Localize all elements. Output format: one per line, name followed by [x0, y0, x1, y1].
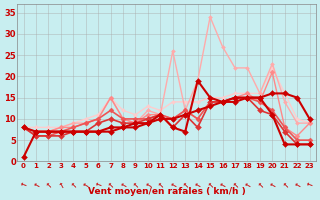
Text: ←: ← [218, 179, 228, 190]
Text: ←: ← [180, 179, 191, 190]
Text: ←: ← [19, 179, 28, 190]
Text: ←: ← [279, 179, 290, 190]
Text: ←: ← [94, 179, 103, 190]
Text: ←: ← [243, 179, 252, 190]
Text: ←: ← [168, 179, 178, 190]
Text: ←: ← [105, 179, 116, 190]
Text: ←: ← [43, 179, 54, 190]
Text: ←: ← [68, 179, 79, 190]
Text: ←: ← [55, 180, 66, 190]
Text: ←: ← [143, 179, 153, 190]
Text: ←: ← [193, 179, 203, 190]
X-axis label: Vent moyen/en rafales ( km/h ): Vent moyen/en rafales ( km/h ) [88, 187, 245, 196]
Text: ←: ← [229, 179, 240, 190]
Text: ←: ← [267, 179, 277, 190]
Text: ←: ← [305, 179, 314, 190]
Text: ←: ← [31, 179, 41, 190]
Text: ←: ← [254, 179, 265, 190]
Text: ←: ← [130, 179, 141, 190]
Text: ←: ← [205, 179, 216, 190]
Text: ←: ← [292, 179, 302, 190]
Text: ←: ← [155, 179, 166, 190]
Text: ←: ← [81, 179, 91, 190]
Text: ←: ← [118, 179, 128, 190]
